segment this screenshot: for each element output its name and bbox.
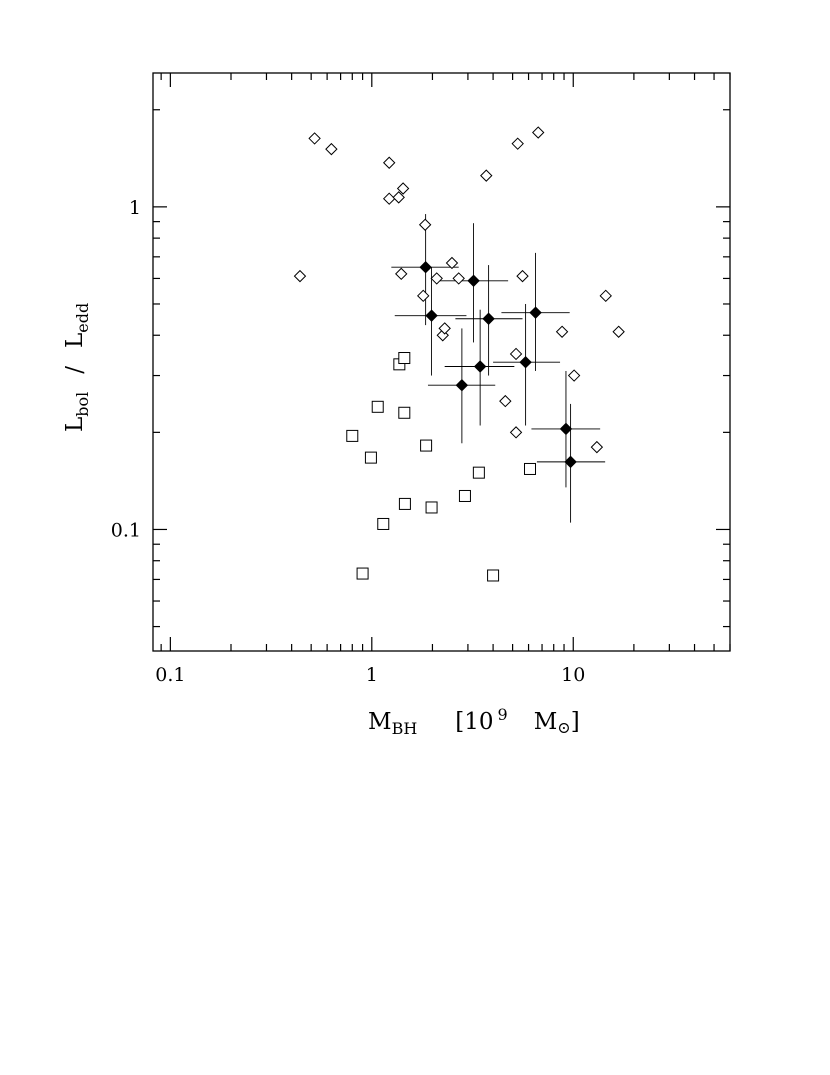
open-diamond-point (509, 426, 523, 439)
filled-diamond-point (455, 379, 469, 392)
x-tick-label: 1 (366, 664, 378, 686)
open-diamond-point (325, 142, 338, 156)
open-diamond-point (293, 269, 307, 283)
open-diamond-point (567, 369, 581, 382)
filled-diamond-point (559, 422, 573, 436)
x-tick-label: 10 (561, 664, 585, 686)
filled-diamond-point (519, 355, 532, 369)
open-square-point (398, 406, 411, 419)
x-tick-label: 0.1 (155, 664, 185, 686)
filled-diamond-point (482, 312, 495, 325)
open-diamond-point (396, 182, 410, 195)
filled-diamond-point (529, 306, 542, 319)
open-diamond-point (417, 289, 430, 303)
y-axis-label: Lbol/Ledd (62, 303, 92, 432)
open-diamond-point (509, 347, 523, 361)
open-diamond-point (612, 325, 625, 338)
error-bars (391, 214, 606, 523)
open-square-point (364, 451, 377, 464)
open-square-point (487, 569, 500, 582)
open-square-point (346, 429, 359, 442)
y-tick-label: 0.1 (111, 519, 141, 541)
tick-labels: 0.1 1 10 0.1 1 (111, 197, 586, 686)
open-diamond-point (499, 394, 512, 408)
open-diamond-point (590, 440, 604, 454)
open-diamond-point (511, 137, 524, 150)
open-square-point (425, 501, 438, 514)
open-square-point (458, 489, 471, 502)
data-markers (293, 126, 625, 582)
plot-frame (152, 72, 731, 652)
y-tick-label: 1 (129, 197, 141, 219)
open-diamond-point (395, 267, 408, 281)
open-diamond-point (445, 256, 459, 270)
open-diamond-point (532, 126, 545, 139)
filled-diamond-point (419, 261, 432, 274)
open-square-point (472, 466, 485, 479)
open-diamond-point (452, 272, 465, 285)
open-square-point (524, 462, 537, 475)
x-axis-label: MBH [10 9 M⊙] (368, 705, 580, 738)
open-diamond-point (382, 192, 396, 205)
open-diamond-point (430, 272, 443, 285)
filled-diamond-point (564, 455, 577, 469)
filled-diamond-point (425, 309, 438, 322)
open-diamond-point (308, 132, 321, 145)
filled-diamond-point (467, 274, 480, 287)
open-square-point (356, 567, 369, 580)
open-diamond-point (382, 156, 396, 169)
filled-diamond-point (473, 360, 487, 373)
open-diamond-point (555, 325, 569, 338)
open-diamond-point (599, 289, 612, 303)
open-square-point (398, 497, 411, 510)
open-diamond-point (418, 218, 432, 231)
open-square-point (398, 352, 411, 365)
open-diamond-point (438, 322, 451, 335)
open-square-point (377, 517, 390, 530)
open-square-point (371, 400, 384, 413)
open-diamond-point (516, 269, 529, 283)
open-square-point (420, 439, 433, 452)
open-diamond-point (392, 191, 405, 204)
axis-ticks (153, 73, 731, 651)
open-diamond-point (480, 169, 493, 182)
